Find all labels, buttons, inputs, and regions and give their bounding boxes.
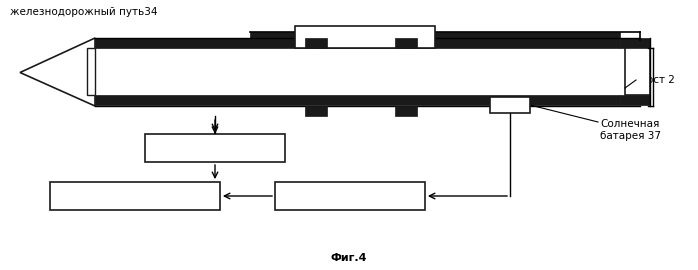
Text: Блок 23(28, 37) питания: Блок 23(28, 37) питания xyxy=(68,191,202,201)
Text: Солнечная
батарея 37: Солнечная батарея 37 xyxy=(600,119,661,141)
Text: Фиг.4: Фиг.4 xyxy=(331,253,367,263)
Text: Контроллер38 заряда: Контроллер38 заряда xyxy=(290,191,410,201)
Polygon shape xyxy=(20,38,95,106)
Bar xyxy=(620,38,650,48)
Bar xyxy=(275,182,425,210)
Bar xyxy=(490,97,530,113)
Text: Пьезогенератор 35: Пьезогенератор 35 xyxy=(312,32,418,42)
Bar xyxy=(95,95,620,105)
Bar xyxy=(620,95,650,105)
Bar xyxy=(295,26,435,48)
Bar xyxy=(395,106,417,116)
Bar xyxy=(95,38,620,48)
Bar xyxy=(145,134,285,162)
Bar xyxy=(250,32,620,38)
Text: железнодорожный путь34: железнодорожный путь34 xyxy=(10,7,158,17)
Text: Преобразователь 36: Преобразователь 36 xyxy=(158,143,272,153)
Bar xyxy=(305,38,327,48)
Bar xyxy=(50,182,220,210)
Bar xyxy=(395,38,417,48)
Text: Мост 2: Мост 2 xyxy=(638,75,675,85)
Polygon shape xyxy=(87,48,95,95)
Bar xyxy=(305,106,327,116)
Bar xyxy=(95,48,620,95)
Bar xyxy=(625,48,650,95)
